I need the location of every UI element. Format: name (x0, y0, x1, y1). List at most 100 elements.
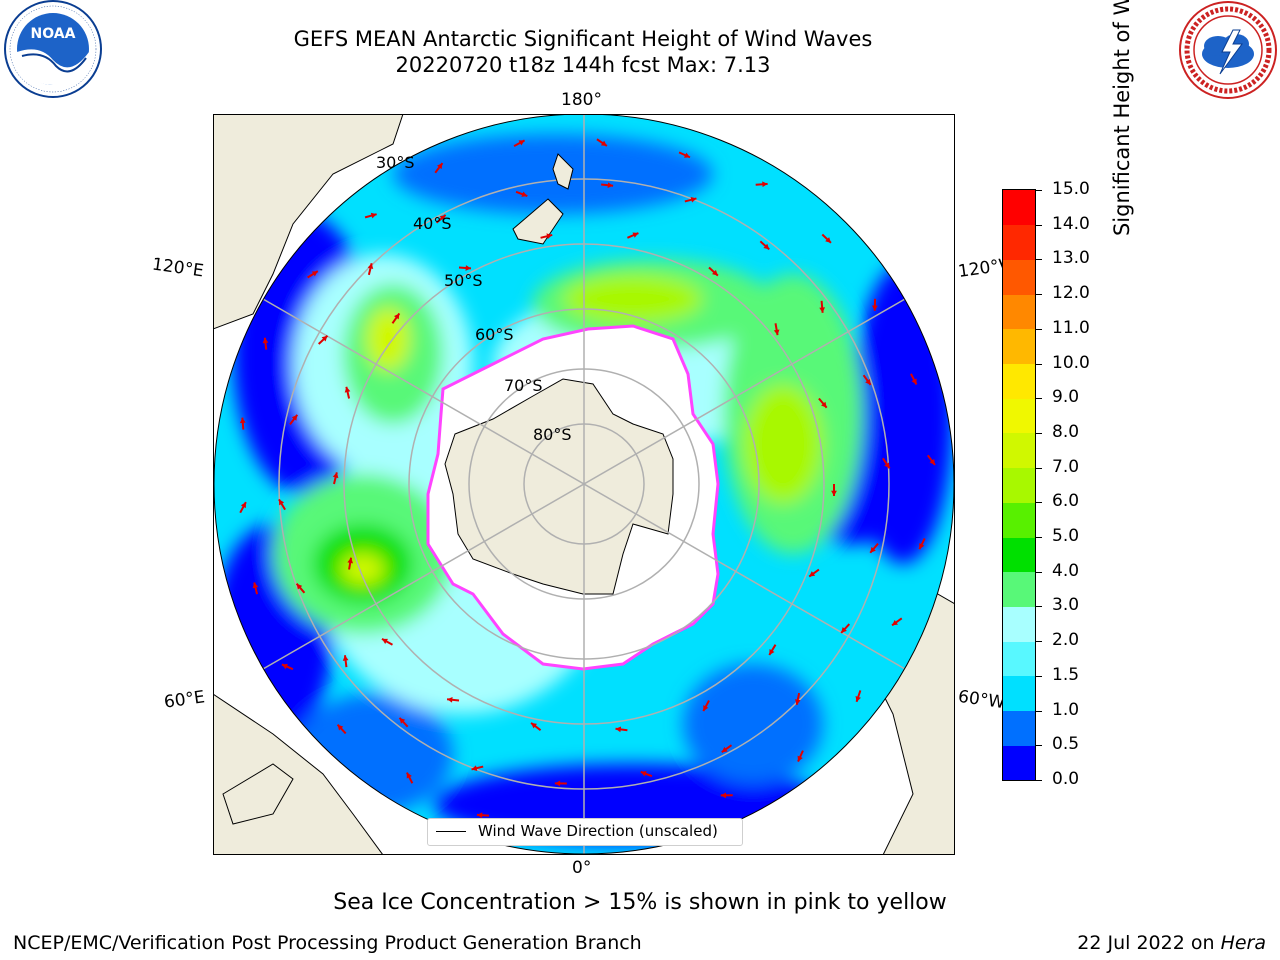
colorbar (1002, 189, 1036, 781)
footer-date-text: 22 Jul 2022 on (1077, 932, 1221, 954)
wind-arrow-head (342, 655, 349, 661)
colorbar-tick-mark (1036, 780, 1042, 781)
wind-arrow-head (690, 196, 697, 203)
colorbar-tick-label: 3.0 (1052, 595, 1080, 616)
wind-arrow-head (825, 237, 831, 243)
wind-arrow-head (632, 232, 639, 238)
nws-logo (1178, 0, 1280, 100)
lon-label-60e: 60°E (162, 687, 207, 713)
wind-arrow-head (892, 619, 898, 626)
wind-arrow-head (546, 233, 553, 239)
wind-arrow-head (321, 335, 328, 342)
lon-label-120e: 120°E (150, 254, 205, 282)
wind-arrow-head (763, 243, 770, 250)
colorbar-tick-label: 13.0 (1052, 248, 1090, 269)
wind-arrow-head (911, 378, 917, 385)
colorbar-tick-mark (1036, 363, 1042, 365)
colorbar-segment (1003, 710, 1035, 746)
colorbar-segment (1003, 641, 1035, 677)
wind-arrow-head (278, 499, 285, 506)
wind-arrow-head (703, 705, 709, 712)
wind-arrow-head (531, 722, 537, 729)
colorbar-tick-label: 15.0 (1052, 179, 1090, 199)
wind-arrow-head (337, 724, 344, 731)
ocean-field (214, 114, 954, 854)
colorbar-tick-label: 1.0 (1052, 699, 1080, 720)
colorbar-segment (1003, 537, 1035, 573)
colorbar-segment (1003, 745, 1035, 781)
noaa-logo: NOAA (0, 0, 104, 100)
wind-arrow-head (841, 627, 847, 633)
wind-arrow-head (393, 313, 400, 320)
wind-arrow-head (554, 780, 561, 787)
lat-label-60s: 60°S (475, 325, 514, 344)
wind-arrow-head (831, 490, 837, 496)
wind-arrow-head (821, 401, 827, 408)
lon-label-60w: 60°W (956, 686, 1007, 714)
wind-arrow-head (769, 648, 775, 655)
footer-date: 22 Jul 2022 on Hera (1077, 932, 1266, 954)
wind-arrow-head (773, 329, 780, 336)
colorbar-tick-label: 8.0 (1052, 421, 1080, 442)
wind-arrow-head (240, 502, 246, 509)
wind-arrow-head (919, 543, 925, 550)
colorbar-tick-mark (1036, 224, 1042, 226)
colorbar-tick-label: 2.0 (1052, 630, 1080, 651)
colorbar-tick-mark (1036, 432, 1042, 434)
colorbar-tick-mark (1036, 641, 1042, 643)
noaa-logo-text: NOAA (31, 26, 76, 42)
colorbar-segment (1003, 398, 1035, 434)
colorbar-tick-label: 10.0 (1052, 352, 1090, 373)
wind-arrow-head (399, 717, 406, 724)
wind-arrow-head (367, 263, 374, 270)
colorbar-tick-label: 9.0 (1052, 387, 1080, 408)
wind-arrow-head (239, 417, 246, 424)
colorbar-tick-mark (1036, 294, 1042, 296)
wind-arrow-head (521, 191, 528, 197)
wind-arrow-head (406, 772, 412, 779)
colorbar-tick-label: 12.0 (1052, 283, 1090, 304)
wind-arrow-head (794, 699, 801, 705)
chart-title: GEFS MEAN Antarctic Significant Height o… (293, 27, 873, 51)
colorbar-tick-label: 7.0 (1052, 456, 1080, 477)
colorbar-tick-mark (1036, 675, 1042, 677)
wind-arrow-head (262, 337, 269, 344)
wind-arrow-head (809, 571, 816, 577)
wind-arrow-head (600, 140, 607, 146)
wind-arrow-head (929, 458, 935, 465)
footer-machine: Hera (1220, 932, 1266, 954)
wind-arrow-head (311, 271, 318, 277)
colorbar-tick-mark (1036, 259, 1042, 261)
wind-arrow-head (476, 812, 483, 819)
colorbar-segment (1003, 363, 1035, 399)
colorbar-label-text: Significant Height of Wind Waves [m] (1110, 0, 1134, 237)
colorbar-tick-label: 5.0 (1052, 526, 1080, 547)
wind-arrow-head (281, 663, 288, 670)
wind-arrow-head (720, 792, 727, 799)
footer-branch: NCEP/EMC/Verification Post Processing Pr… (13, 932, 642, 954)
colorbar-segment (1003, 224, 1035, 260)
wind-arrow-head (447, 696, 453, 703)
colorbar-tick-mark (1036, 571, 1042, 573)
colorbar-tick-mark (1036, 190, 1042, 191)
wind-arrow-head (683, 152, 690, 158)
wind-arrow-head (721, 746, 728, 753)
wind-arrow-head (465, 265, 471, 271)
colorbar-tick-label: 6.0 (1052, 491, 1080, 512)
colorbar-tick-label: 0.5 (1052, 734, 1080, 755)
colorbar-segment (1003, 675, 1035, 712)
wind-arrow-head (381, 638, 388, 644)
colorbar-tick-label: 0.0 (1052, 769, 1080, 789)
lat-label-30s: 30°S (376, 153, 415, 172)
colorbar-tick-mark (1036, 467, 1042, 469)
wind-arrows (239, 138, 936, 836)
wind-arrow-head (347, 557, 354, 564)
chart-subtitle: 20220720 t18z 144h fcst Max: 7.13 (395, 53, 771, 77)
lon-label-180: 180° (561, 90, 602, 110)
wind-arrow-head (332, 472, 339, 479)
wind-arrow-head (819, 307, 826, 313)
wind-arrow-head (607, 182, 614, 189)
lat-label-50s: 50°S (444, 271, 483, 290)
colorbar-segment (1003, 606, 1035, 642)
colorbar-tick-label: 14.0 (1052, 213, 1090, 234)
